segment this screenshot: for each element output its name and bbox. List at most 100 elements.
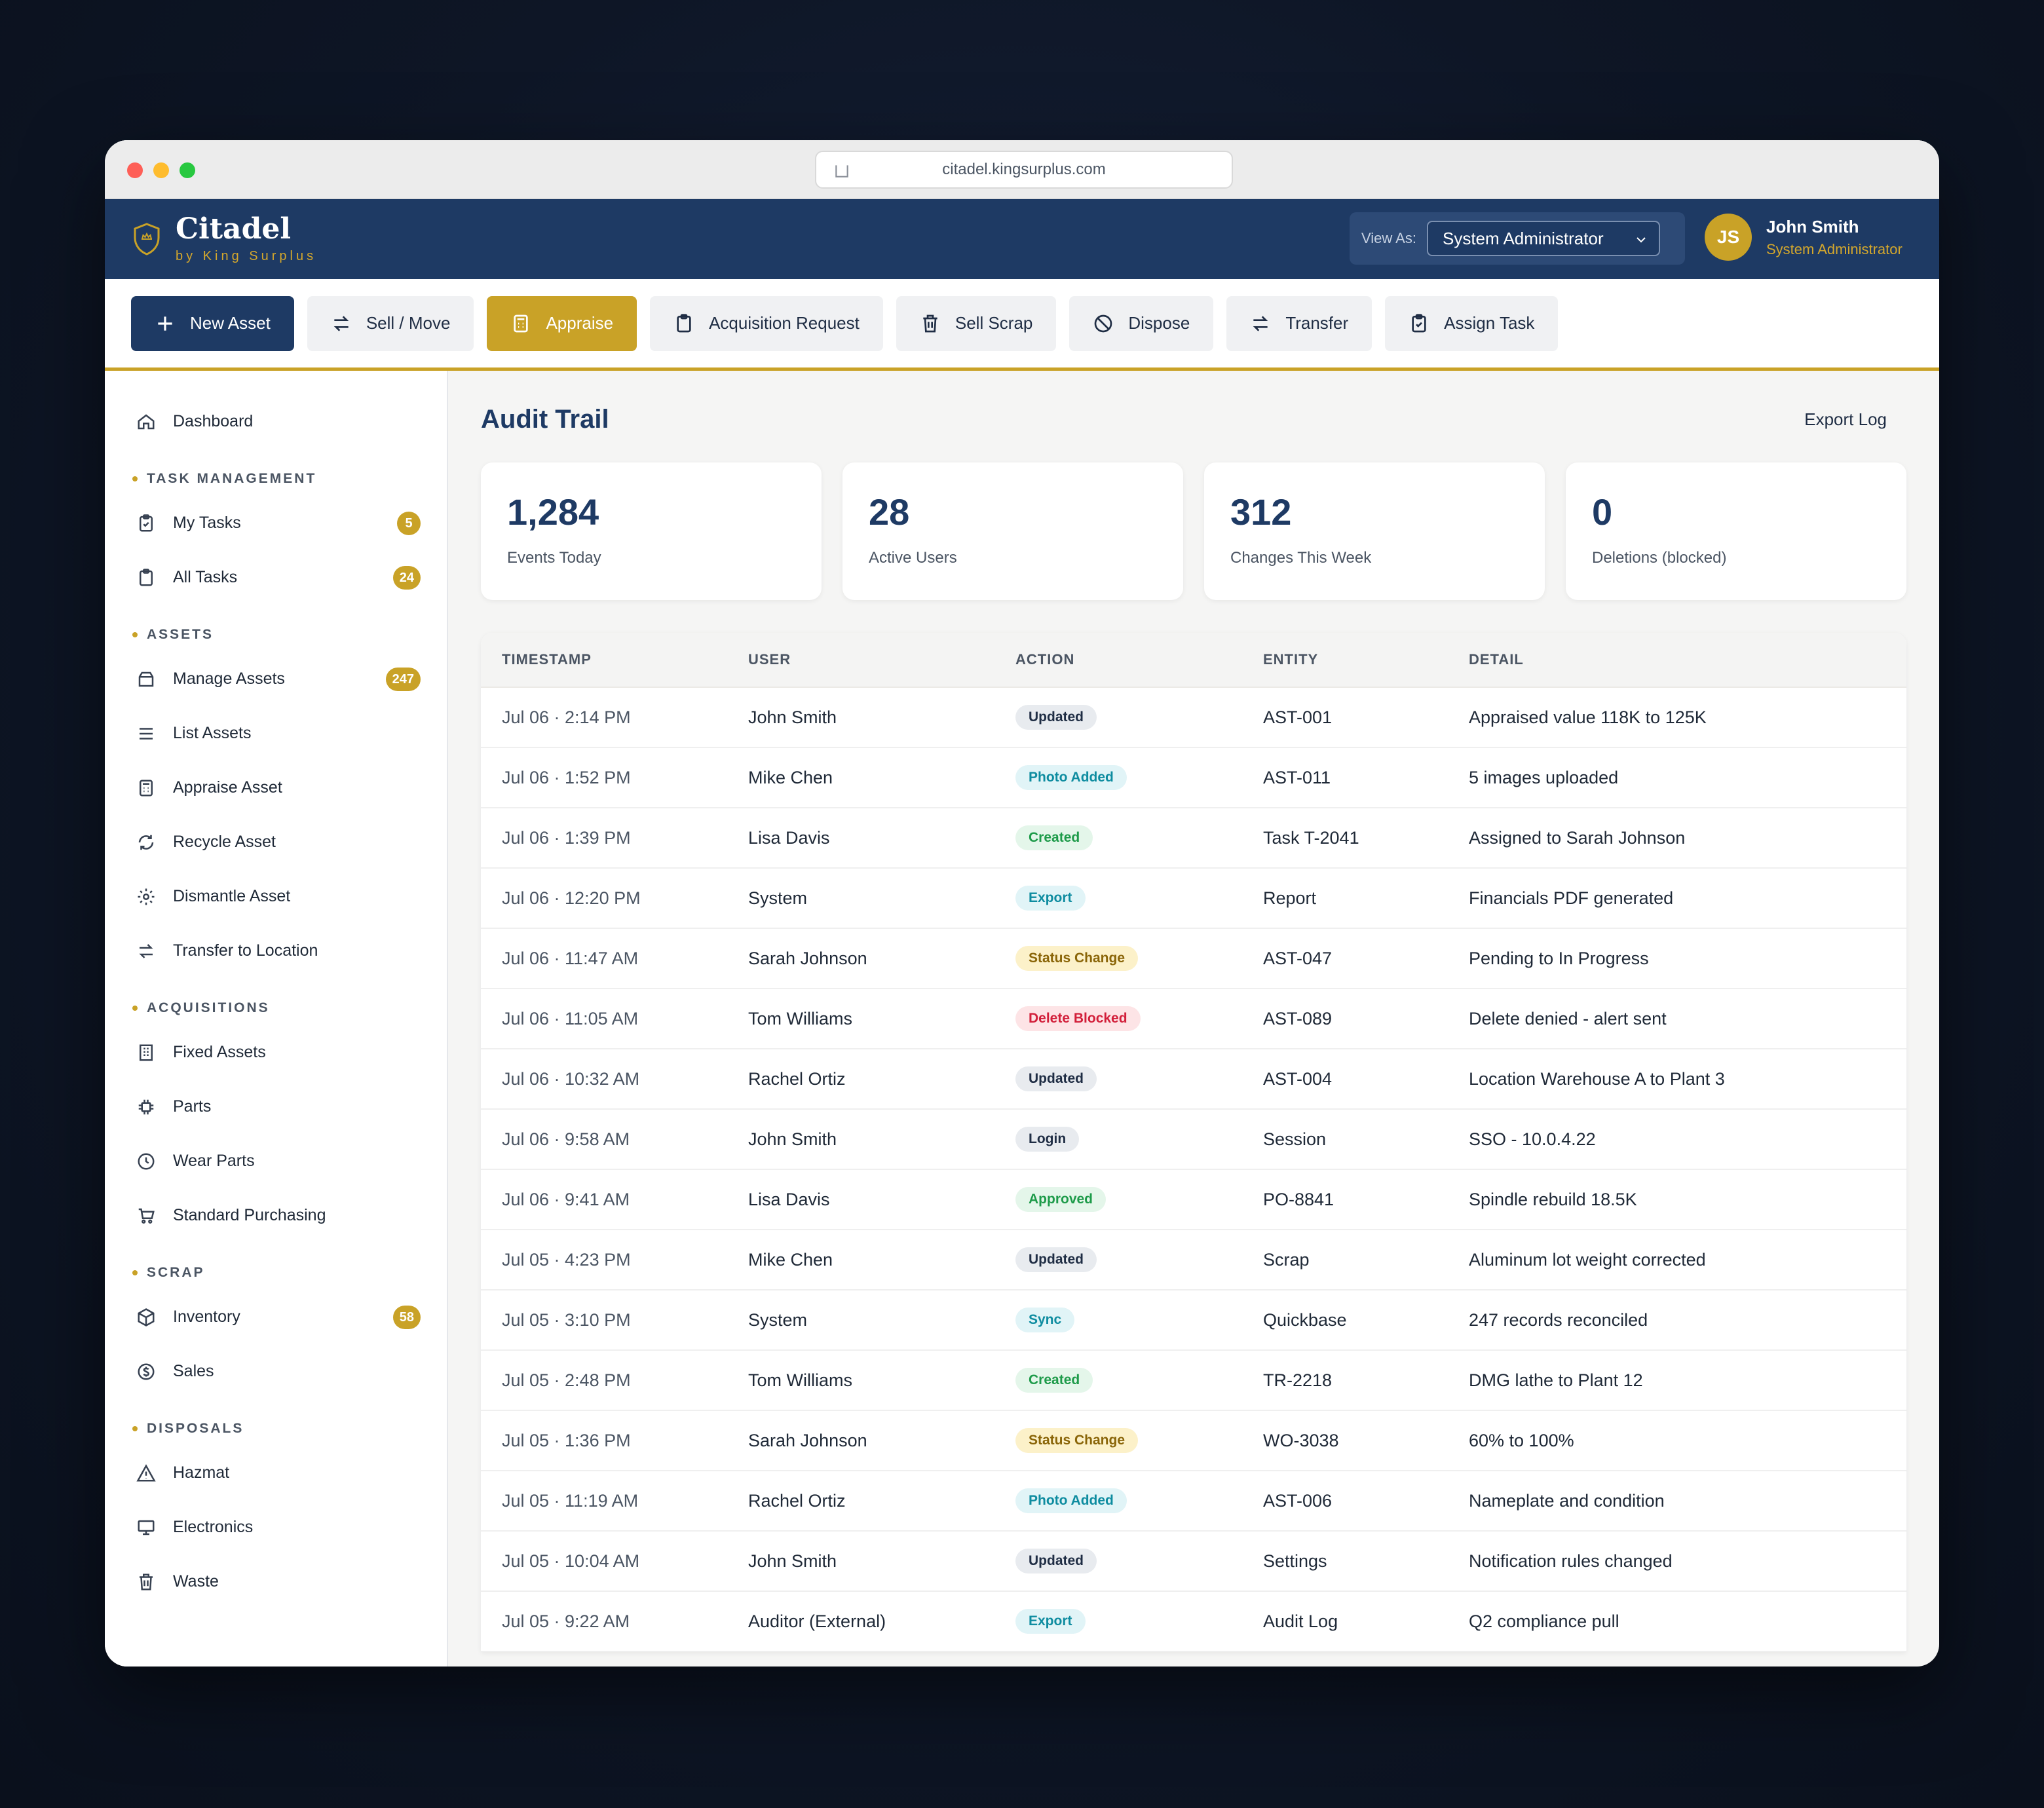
table-row[interactable]: Jul 05 · 11:19 AM Rachel Ortiz Photo Added… [481,1471,1906,1532]
table-row[interactable]: Jul 05 · 10:04 AM John Smith Updated Settin… [481,1532,1906,1592]
archive-box-icon [138,671,154,687]
sidebar: Dashboard TASK MANAGEMENT My Tasks 5 All… [105,371,448,1667]
sidebar-item-label: Sales [173,1362,214,1380]
cell-action: Status Change [1015,946,1263,971]
minimize-window-button[interactable] [153,162,169,178]
cell-user: Sarah Johnson [748,1430,867,1450]
list-icon [140,727,153,740]
cell-detail: DMG lathe to Plant 12 [1469,1370,1643,1390]
cell-action: Delete Blocked [1015,1006,1263,1031]
count-badge: 247 [385,668,421,691]
user-menu[interactable]: JS John Smith System Administrator [1705,214,1902,261]
cell-action: Updated [1015,1247,1263,1272]
sidebar-item-label: Wear Parts [173,1152,255,1170]
maximize-window-button[interactable] [180,162,195,178]
sidebar-item-list-assets[interactable]: List Assets [105,706,447,761]
address-bar[interactable]: citadel.kingsurplus.com [815,151,1233,189]
stat-label: Active Users [869,549,957,567]
sidebar-item-dismantle-asset[interactable]: Dismantle Asset [105,869,447,924]
table-row[interactable]: Jul 06 · 11:47 AM Sarah Johnson Status Cha… [481,929,1906,989]
table-row[interactable]: Jul 06 · 9:58 AM John Smith Login Session SS… [481,1110,1906,1170]
chip-icon [138,1099,154,1114]
sidebar-item-inventory[interactable]: Inventory 58 [105,1290,447,1344]
stat-label: Events Today [507,549,601,567]
transfer-button[interactable]: Transfer [1226,295,1372,351]
table-row[interactable]: Jul 06 · 9:41 AM Lisa Davis Approved PO-884… [481,1170,1906,1230]
cell-detail: 60% to 100% [1469,1430,1574,1450]
sidebar-item-transfer-location[interactable]: Transfer to Location [105,924,447,978]
cell-action: Created [1015,1368,1263,1393]
sidebar-item-parts[interactable]: Parts [105,1080,447,1134]
column-header-user[interactable]: USER [748,651,791,668]
avatar: JS [1705,214,1752,261]
dispose-button[interactable]: Dispose [1069,295,1214,351]
table-row[interactable]: Jul 06 · 11:05 AM Tom Williams Delete Bloc… [481,989,1906,1049]
table-row[interactable]: Jul 05 · 9:22 AM Auditor (External) Export… [481,1592,1906,1652]
sidebar-item-label: Fixed Assets [173,1043,266,1061]
cell-user: Auditor (External) [748,1611,886,1631]
stat-value: 28 [869,491,910,533]
sell-move-button[interactable]: Sell / Move [307,295,474,351]
sidebar-item-sales[interactable]: Sales [105,1344,447,1399]
table-row[interactable]: Jul 05 · 2:48 PM Tom Williams Created TR-22… [481,1351,1906,1411]
cell-detail: Delete denied - alert sent [1469,1008,1667,1028]
column-header-action[interactable]: ACTION [1015,651,1075,668]
export-log-link[interactable]: Export Log [1804,409,1887,429]
column-header-entity[interactable]: ENTITY [1263,651,1319,668]
cell-detail: Q2 compliance pull [1469,1611,1619,1631]
close-window-button[interactable] [127,162,143,178]
sidebar-item-fixed-assets[interactable]: Fixed Assets [105,1025,447,1080]
cell-action: Export [1015,1609,1263,1634]
table-row[interactable]: Jul 05 · 4:23 PM Mike Chen Updated Scrap Alu… [481,1230,1906,1290]
sidebar-item-waste[interactable]: Waste [105,1554,447,1609]
clipboard-icon [677,313,691,332]
sidebar-item-recycle-asset[interactable]: Recycle Asset [105,815,447,869]
cell-user: John Smith [748,707,837,727]
table-row[interactable]: Jul 06 · 10:32 AM Rachel Ortiz Updated AST-… [481,1049,1906,1110]
calculator-icon [514,314,529,332]
clipboard-icon [140,568,153,586]
cell-timestamp: Jul 05 · 2:48 PM [502,1370,631,1390]
sidebar-item-hazmat[interactable]: Hazmat [105,1446,447,1500]
sidebar-item-electronics[interactable]: Electronics [105,1500,447,1554]
url-text: citadel.kingsurplus.com [942,160,1106,178]
sidebar-item-wear-parts[interactable]: Wear Parts [105,1134,447,1188]
sidebar-item-my-tasks[interactable]: My Tasks 5 [105,496,447,550]
table-row[interactable]: Jul 06 · 12:20 PM System Export Report Finan… [481,869,1906,929]
sidebar-item-dashboard[interactable]: Dashboard [105,394,447,449]
appraise-button[interactable]: Appraise [487,295,637,351]
cell-timestamp: Jul 05 · 10:04 AM [502,1551,640,1571]
assign-task-button[interactable]: Assign Task [1385,295,1559,351]
brand-logo[interactable]: Citadel by King Surplus [132,214,316,264]
cell-detail: Notification rules changed [1469,1551,1673,1571]
acquisition-request-button[interactable]: Acquisition Request [650,295,883,351]
section-acquisitions: ACQUISITIONS [105,978,447,1025]
table-row[interactable]: Jul 05 · 3:10 PM System Sync Quickbase 247 r… [481,1290,1906,1351]
sidebar-item-label: Electronics [173,1518,254,1536]
cell-entity: TR-2218 [1263,1370,1333,1390]
sidebar-item-all-tasks[interactable]: All Tasks 24 [105,550,447,605]
column-header-detail[interactable]: DETAIL [1469,651,1524,668]
sidebar-item-appraise-asset[interactable]: Appraise Asset [105,761,447,815]
table-row[interactable]: Jul 05 · 1:36 PM Sarah Johnson Status Chan… [481,1411,1906,1471]
page-icon [835,165,848,178]
sidebar-item-label: Recycle Asset [173,833,276,851]
table-row[interactable]: Jul 06 · 1:52 PM Mike Chen Photo Added AST-… [481,748,1906,808]
sidebar-item-manage-assets[interactable]: Manage Assets 247 [105,652,447,706]
table-row[interactable]: Jul 06 · 1:39 PM Lisa Davis Created Task T-… [481,808,1906,869]
cell-entity: Report [1263,888,1317,908]
cell-timestamp: Jul 06 · 9:58 AM [502,1129,630,1149]
new-asset-label: New Asset [190,313,271,333]
stat-label: Deletions (blocked) [1592,549,1727,567]
column-header-timestamp[interactable]: TIMESTAMP [502,651,592,668]
swap-arrows-icon [139,943,153,958]
sidebar-item-standard-purchasing[interactable]: Standard Purchasing [105,1188,447,1243]
cell-detail: Appraised value 118K to 125K [1469,707,1707,727]
action-badge: Updated [1015,1549,1097,1573]
new-asset-button[interactable]: New Asset [131,295,294,351]
view-as-select[interactable]: System Administrator [1426,221,1660,256]
home-icon [138,413,155,429]
table-row[interactable]: Jul 06 · 2:14 PM John Smith Updated AST-001… [481,688,1906,748]
cell-timestamp: Jul 05 · 1:36 PM [502,1430,631,1450]
sell-scrap-button[interactable]: Sell Scrap [896,295,1057,351]
